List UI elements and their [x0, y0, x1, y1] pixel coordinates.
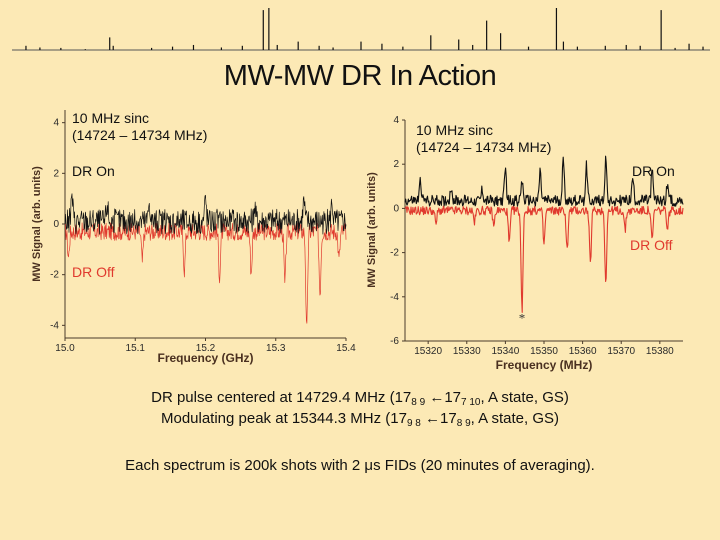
y-tick-label: -4 [50, 320, 59, 331]
x-axis-label: Frequency (GHz) [157, 351, 253, 365]
left-sinc-label: 10 MHz sinc (14724 – 14734 MHz) [72, 110, 207, 144]
right-sinc-label: 10 MHz sinc (14724 – 14734 MHz) [416, 122, 551, 156]
x-tick-label: 15350 [530, 346, 558, 357]
right-legend-dr-off: DR Off [630, 237, 673, 253]
x-tick-label: 15.4 [336, 343, 356, 354]
left-sinc-label-line1: 10 MHz sinc [72, 110, 150, 126]
x-axis-label: Frequency (MHz) [496, 358, 593, 372]
caption-line-1: DR pulse centered at 14729.4 MHz (178 9 … [0, 389, 720, 408]
right-legend-dr-on: DR On [632, 163, 675, 179]
slide-title: MW-MW DR In Action [223, 60, 497, 92]
x-tick-label: 15360 [569, 346, 597, 357]
caption-1-sub1: 8 9 [411, 397, 426, 408]
x-tick-label: 15320 [414, 346, 442, 357]
x-tick-label: 15.2 [196, 343, 216, 354]
series-dr-on [64, 193, 347, 235]
y-tick-label: 2 [53, 168, 59, 179]
left-legend-dr-off: DR Off [72, 264, 115, 280]
right-chart: 4 2 0 -2 -4 -6 15320 15330 15340 15350 15360 15370 1… [366, 115, 684, 372]
series-dr-on [404, 155, 684, 207]
x-tick-label: 15.1 [126, 343, 146, 354]
y-axis-label: MW Signal (arb. units) [366, 172, 378, 288]
x-tick-label: 15380 [646, 346, 674, 357]
y-tick-label: -4 [390, 292, 399, 303]
left-chart: 4 2 0 -2 -4 15.0 15.1 15.2 15.3 15.4 Frequency (GH… [31, 110, 356, 365]
caption-2-sub2: 8 9 [456, 418, 471, 429]
x-tick-label: 15330 [453, 346, 481, 357]
caption-2-sub1: 9 8 [406, 418, 421, 429]
caption-1-sub2: 7 10 [461, 397, 481, 408]
y-tick-label: -6 [390, 336, 399, 347]
y-tick-label: -2 [50, 270, 59, 281]
caption-2a: Modulating peak at 15344.3 MHz (17 [160, 410, 407, 427]
peak-annotation: * [519, 310, 526, 325]
y-tick-label: 4 [53, 118, 59, 129]
caption-2c: , A state, GS) [470, 410, 560, 427]
y-tick-label: 0 [53, 219, 59, 230]
caption-1b: ←17 [425, 389, 462, 406]
top-stick-spectrum [12, 8, 710, 51]
y-tick-label: -2 [390, 248, 399, 259]
x-tick-label: 15.0 [55, 343, 75, 354]
y-tick-label: 0 [393, 203, 399, 214]
y-tick-label: 4 [393, 115, 399, 126]
series-dr-off [404, 205, 684, 313]
caption-2b: ←17 [420, 410, 457, 427]
caption-1a: DR pulse centered at 14729.4 MHz (17 [151, 389, 412, 406]
x-tick-label: 15.3 [266, 343, 286, 354]
right-sinc-label-line1: 10 MHz sinc [416, 122, 494, 138]
y-axis-label: MW Signal (arb. units) [31, 166, 43, 282]
y-tick-label: 2 [393, 159, 399, 170]
caption-line-2: Modulating peak at 15344.3 MHz (179 8 ←1… [0, 410, 720, 429]
caption-1c: , A state, GS) [480, 389, 569, 406]
footer-note: Each spectrum is 200k shots with 2 μs FI… [125, 457, 595, 474]
right-sinc-label-line2: (14724 – 14734 MHz) [416, 139, 552, 155]
x-tick-label: 15340 [491, 346, 519, 357]
left-legend-dr-on: DR On [72, 163, 115, 179]
x-tick-label: 15370 [607, 346, 635, 357]
left-sinc-label-line2: (14724 – 14734 MHz) [72, 127, 208, 143]
